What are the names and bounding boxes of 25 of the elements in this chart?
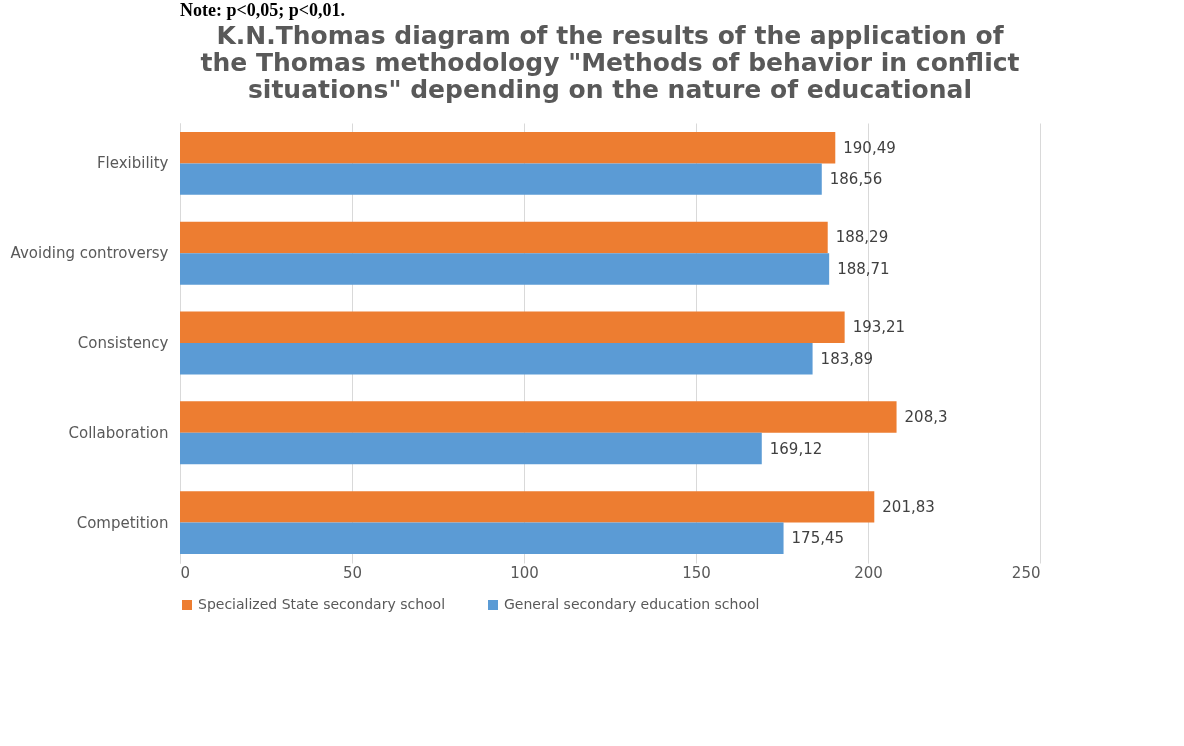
chart-title: K.N.Thomas diagram of the results of the application of the Thomas methodology "Methods of behavior in conflict situations" depending on the nature of educational	[200, 21, 1020, 104]
x-tick-label: 50	[342, 563, 363, 582]
y-tick-label: Collaboration	[68, 423, 169, 442]
data-label: 188,71	[837, 259, 890, 278]
text: Note: p<0,05; p<0,01.	[180, 0, 346, 20]
data-label: 188,29	[835, 228, 889, 247]
data-label: 183,89	[820, 349, 874, 368]
data-label: 186,56	[829, 170, 883, 189]
legend-label: Specialized State secondary school	[198, 596, 446, 612]
data-label: 193,21	[852, 318, 906, 337]
y-tick-label: Avoiding controversy	[10, 244, 169, 263]
data-label: 169,12	[769, 439, 823, 458]
data-label: 175,45	[791, 529, 845, 548]
y-tick-label: Competition	[76, 513, 169, 532]
x-tick-label: 150	[682, 563, 711, 582]
y-tick-label: Consistency	[77, 334, 169, 352]
data-label: 208,3	[904, 408, 948, 427]
x-tick-label: 0	[180, 563, 191, 582]
x-tick-label: 200	[854, 563, 883, 582]
data-label: 190,49	[843, 138, 896, 157]
data-label: 201,83	[882, 497, 935, 516]
legend-label: General secondary education school	[504, 596, 760, 612]
x-tick-label: 100	[510, 563, 539, 582]
x-tick-label: 250	[1011, 563, 1041, 582]
y-tick-label: Flexibility	[96, 154, 169, 173]
